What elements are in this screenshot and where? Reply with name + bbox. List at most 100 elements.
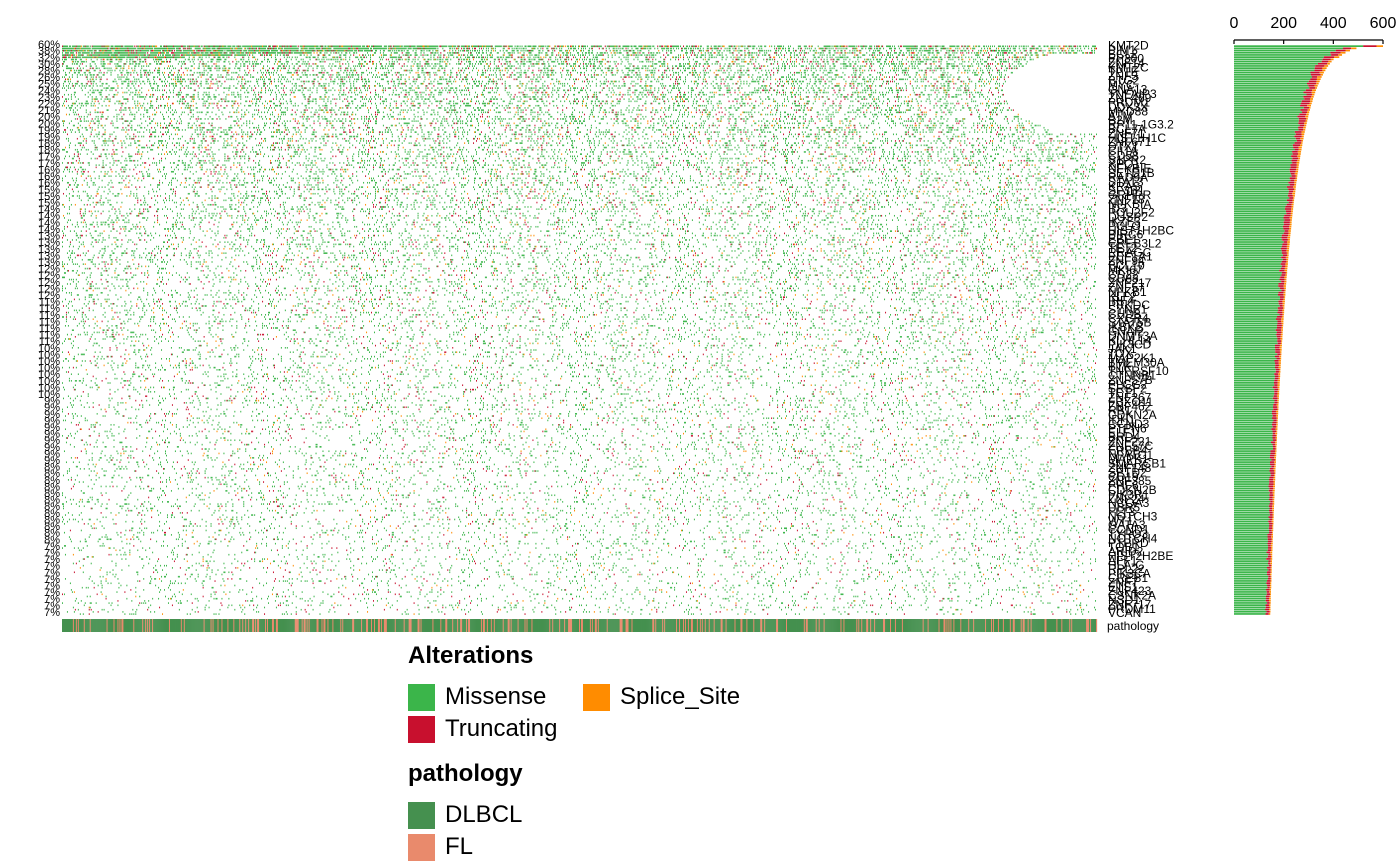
mutation-cell — [148, 48, 149, 50]
mutation-cell — [634, 46, 635, 48]
mutation-cell — [301, 46, 302, 48]
mutation-cell — [214, 48, 215, 50]
mutation-cell — [480, 46, 481, 48]
mutation-cell — [237, 46, 238, 48]
mutation-cell — [234, 48, 235, 50]
mutation-cell — [351, 46, 352, 48]
mutation-cell — [863, 46, 864, 48]
mutation-cell — [325, 46, 326, 48]
mutation-cell — [127, 48, 128, 50]
mutation-cell — [118, 46, 119, 48]
mutation-cell — [1003, 46, 1004, 48]
mutation-cell — [229, 48, 230, 50]
mutation-cell — [499, 46, 500, 48]
matrix-row — [62, 46, 1096, 48]
mutation-cell — [914, 46, 915, 48]
mutation-cell — [393, 46, 394, 48]
mutation-cell — [367, 46, 368, 48]
mutation-cell — [155, 48, 156, 50]
mutation-cell — [861, 46, 862, 48]
mutation-cell — [1009, 46, 1010, 48]
mutation-cell — [472, 46, 473, 48]
mutation-cell — [379, 46, 380, 48]
mutation-cell — [111, 46, 112, 48]
mutation-cell — [909, 46, 910, 48]
mutation-cell — [318, 46, 319, 48]
mutation-cell — [812, 46, 813, 48]
mutation-cell — [313, 46, 314, 48]
mutation-cell — [149, 46, 150, 48]
mutation-cell — [206, 46, 207, 48]
mutation-cell — [495, 46, 496, 48]
mutation-cell — [188, 46, 189, 48]
mutation-cell — [429, 46, 430, 48]
mutation-cell — [364, 46, 365, 48]
mutation-cell — [347, 46, 348, 48]
mutation-cell — [391, 46, 392, 48]
mutation-cell — [715, 46, 716, 48]
mutation-cell — [542, 46, 543, 48]
mutation-cell — [189, 48, 190, 50]
mutation-cell — [270, 46, 271, 48]
mutation-cell — [170, 48, 171, 50]
mutation-cell — [62, 48, 63, 50]
mutation-cell — [164, 48, 165, 50]
mutation-cell — [635, 46, 636, 48]
mutation-cell — [477, 46, 478, 48]
mutation-cell — [191, 46, 192, 48]
mutation-cell — [559, 46, 560, 48]
mutation-cell — [605, 46, 606, 48]
mutation-cell — [1050, 46, 1051, 48]
mutation-cell — [374, 46, 375, 48]
mutation-cell — [692, 46, 693, 48]
mutation-cell — [421, 46, 422, 48]
mutation-cell — [901, 46, 902, 48]
mutation-cell — [246, 46, 247, 48]
mutation-cell — [399, 46, 400, 48]
mutation-cell — [446, 46, 447, 48]
mutation-cell — [409, 46, 410, 48]
mutation-cell — [463, 46, 464, 48]
mutation-cell — [75, 46, 76, 48]
mutation-cell — [882, 46, 883, 48]
mutation-cell — [451, 46, 452, 48]
mutation-cell — [348, 46, 349, 48]
mutation-cell — [228, 48, 229, 50]
mutation-cell — [753, 46, 754, 48]
mutation-cell — [96, 48, 97, 50]
mutation-cell — [375, 46, 376, 48]
mutation-cell — [568, 46, 569, 48]
mutation-cell — [154, 46, 155, 48]
mutation-cell — [312, 46, 313, 48]
mutation-cell — [175, 46, 176, 48]
mutation-cell — [251, 46, 252, 48]
mutation-cell — [458, 46, 459, 48]
mutation-cell — [992, 46, 993, 48]
mutation-cell — [113, 48, 114, 50]
mutation-cell — [183, 48, 184, 50]
mutation-cell — [764, 46, 765, 48]
mutation-cell — [694, 46, 695, 48]
mutation-cell — [729, 46, 730, 48]
mutation-cell — [86, 48, 87, 50]
mutation-cell — [67, 48, 68, 50]
mutation-cell — [212, 46, 213, 48]
mutation-cell — [339, 46, 340, 48]
mutation-cell — [881, 46, 882, 48]
mutation-cell — [199, 46, 200, 48]
mutation-cell — [143, 48, 144, 50]
mutation-cell — [581, 46, 582, 48]
mutation-cell — [279, 46, 280, 48]
mutation-cell — [145, 48, 146, 50]
mutation-cell — [308, 46, 309, 48]
mutation-cell — [130, 48, 131, 50]
mutation-cell — [673, 46, 674, 48]
mutation-cell — [418, 46, 419, 48]
mutation-cell — [394, 46, 395, 48]
mutation-cell — [202, 46, 203, 48]
mutation-cell — [964, 46, 965, 48]
mutation-cell — [779, 46, 780, 48]
mutation-cell — [106, 48, 107, 50]
mutation-cell — [160, 46, 161, 48]
mutation-cell — [1024, 46, 1025, 48]
